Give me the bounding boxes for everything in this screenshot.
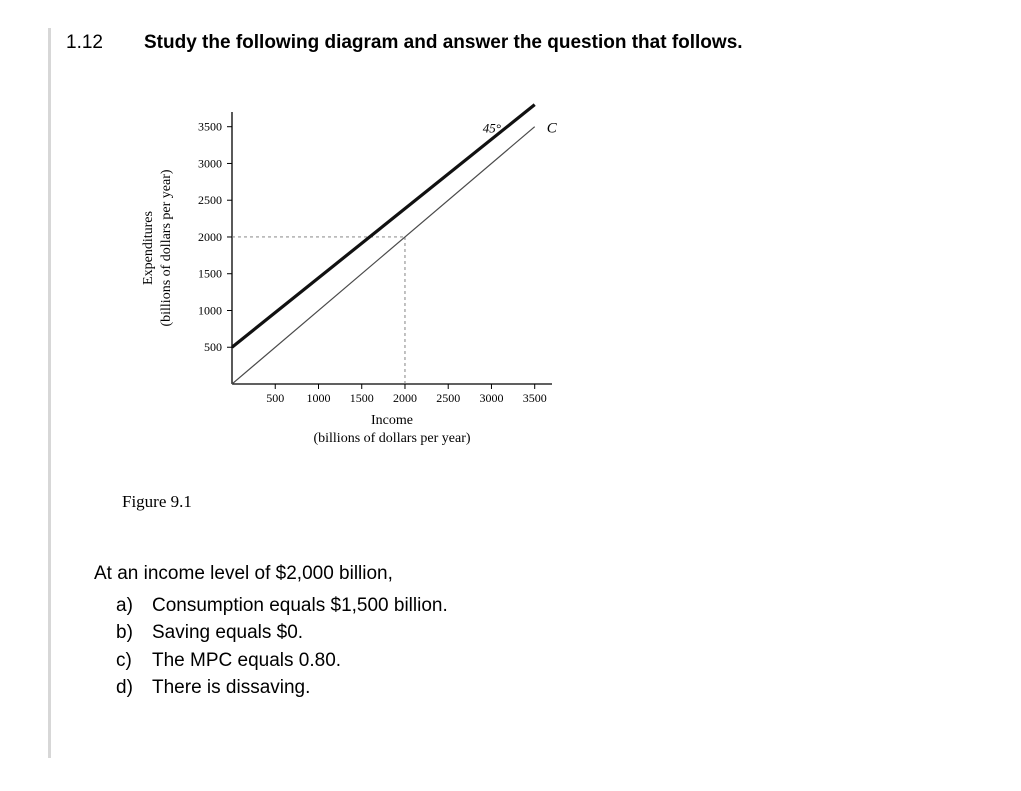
prompt-text: At an income level of $2,000 billion, [94, 560, 986, 588]
question-number: 1.12 [66, 32, 116, 54]
svg-text:C: C [547, 121, 558, 137]
svg-text:(billions of dollars per year): (billions of dollars per year) [159, 169, 174, 326]
option-letter: c) [116, 647, 138, 675]
svg-text:3000: 3000 [479, 391, 503, 405]
question-title: Study the following diagram and answer t… [144, 32, 743, 54]
svg-text:Expenditures: Expenditures [141, 211, 156, 285]
options-list: a) Consumption equals $1,500 billion. b) Sa… [94, 592, 986, 702]
question-header: 1.12 Study the following diagram and ans… [66, 32, 986, 54]
option-row: b) Saving equals $0. [94, 619, 986, 647]
option-row: c) The MPC equals 0.80. [94, 647, 986, 675]
svg-text:3500: 3500 [198, 120, 222, 134]
option-row: d) There is dissaving. [94, 674, 986, 702]
option-letter: b) [116, 619, 138, 647]
svg-text:1000: 1000 [306, 391, 330, 405]
svg-text:3000: 3000 [198, 156, 222, 170]
page-content: 1.12 Study the following diagram and ans… [66, 32, 986, 702]
svg-text:1500: 1500 [198, 267, 222, 281]
left-rule [48, 28, 51, 758]
svg-text:2000: 2000 [393, 391, 417, 405]
svg-text:500: 500 [204, 340, 222, 354]
svg-text:45°: 45° [483, 121, 501, 136]
keynesian-cross-chart: 500 1000 1500 2000 2500 3000 3500 500 1000 1500 20… [122, 94, 582, 474]
option-text: The MPC equals 0.80. [152, 647, 341, 675]
svg-text:Income: Income [371, 413, 413, 428]
svg-text:2500: 2500 [436, 391, 460, 405]
option-row: a) Consumption equals $1,500 billion. [94, 592, 986, 620]
option-text: Saving equals $0. [152, 619, 303, 647]
figure-caption: Figure 9.1 [122, 492, 986, 512]
option-text: Consumption equals $1,500 billion. [152, 592, 448, 620]
svg-text:3500: 3500 [523, 391, 547, 405]
prompt-block: At an income level of $2,000 billion, a)… [94, 560, 986, 702]
svg-text:500: 500 [266, 391, 284, 405]
svg-text:(billions of dollars per year): (billions of dollars per year) [313, 431, 470, 446]
option-letter: a) [116, 592, 138, 620]
option-text: There is dissaving. [152, 674, 310, 702]
figure-block: 500 1000 1500 2000 2500 3000 3500 500 1000 1500 20… [122, 94, 986, 512]
svg-text:2000: 2000 [198, 230, 222, 244]
option-letter: d) [116, 674, 138, 702]
svg-text:2500: 2500 [198, 193, 222, 207]
svg-text:1500: 1500 [350, 391, 374, 405]
svg-text:1000: 1000 [198, 303, 222, 317]
